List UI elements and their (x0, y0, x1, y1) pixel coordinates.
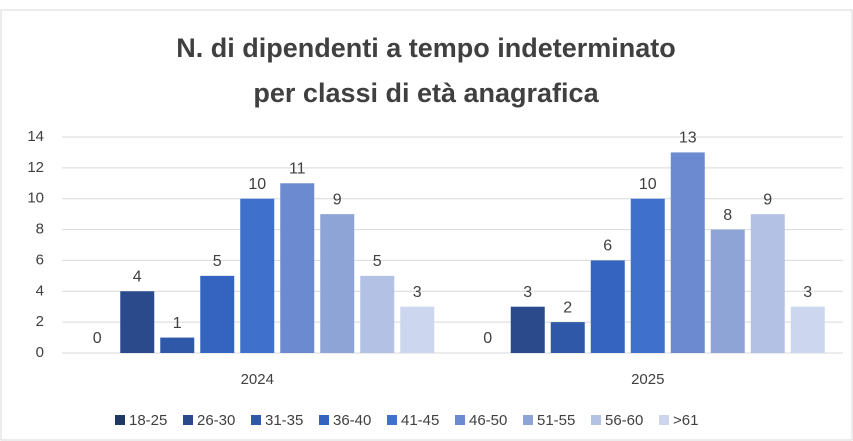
data-label: 3 (523, 284, 532, 301)
data-label: 13 (679, 130, 697, 147)
data-label: 1 (173, 315, 182, 332)
data-label: 2 (563, 299, 572, 316)
legend-swatch (183, 415, 193, 425)
y-tick-label: 12 (27, 159, 44, 176)
bar (670, 152, 705, 353)
legend-label: 26-30 (197, 412, 235, 429)
data-label: 10 (248, 176, 266, 193)
y-tick-label: 2 (36, 313, 44, 330)
legend-swatch (115, 415, 125, 425)
chart-subtitle: per classi di età anagrafica (253, 78, 599, 108)
legend-swatch (251, 415, 261, 425)
legend-label: 18-25 (129, 412, 167, 429)
bar (630, 198, 665, 353)
legend-swatch (523, 415, 533, 425)
chart-border (0, 9, 853, 441)
bar (400, 306, 435, 353)
legend-swatch (591, 415, 601, 425)
y-tick-label: 8 (36, 221, 44, 238)
bar (710, 229, 745, 353)
data-label: 10 (639, 176, 657, 193)
y-tick-label: 4 (36, 282, 44, 299)
bar (120, 291, 155, 353)
data-label: 4 (133, 269, 142, 286)
data-label: 8 (723, 207, 732, 224)
legend-swatch (455, 415, 465, 425)
data-label: 3 (413, 284, 422, 301)
data-label: 0 (483, 330, 492, 347)
x-tick-label: 2025 (631, 371, 664, 388)
data-label: 0 (93, 330, 102, 347)
y-tick-label: 0 (36, 344, 44, 361)
data-label: 6 (603, 238, 612, 255)
y-tick-label: 6 (36, 251, 44, 268)
legend-label: 46-50 (469, 412, 507, 429)
bar (280, 183, 315, 353)
y-tick-label: 14 (27, 128, 44, 145)
x-tick-label: 2024 (241, 371, 274, 388)
data-label: 3 (803, 284, 812, 301)
legend-label: 41-45 (401, 412, 439, 429)
bar (790, 306, 825, 353)
legend-swatch (387, 415, 397, 425)
legend-swatch (319, 415, 329, 425)
bar (200, 275, 235, 353)
data-label: 5 (373, 253, 382, 270)
legend-label: 36-40 (333, 412, 371, 429)
bar (590, 260, 625, 353)
data-label: 5 (213, 253, 222, 270)
bar (510, 306, 545, 353)
legend-label: 31-35 (265, 412, 303, 429)
bar (240, 198, 275, 353)
bar (160, 337, 195, 353)
legend-label: 56-60 (605, 412, 643, 429)
data-label: 9 (333, 191, 342, 208)
legend-label: 51-55 (537, 412, 575, 429)
bar (320, 214, 355, 353)
bar (550, 322, 585, 353)
legend-label: >61 (673, 412, 698, 429)
legend-swatch (659, 415, 669, 425)
bar (750, 214, 785, 353)
data-label: 9 (763, 191, 772, 208)
y-tick-label: 10 (27, 190, 44, 207)
chart-title: N. di dipendenti a tempo indeterminato (176, 33, 676, 63)
bar (360, 275, 395, 353)
data-label: 11 (289, 161, 306, 178)
